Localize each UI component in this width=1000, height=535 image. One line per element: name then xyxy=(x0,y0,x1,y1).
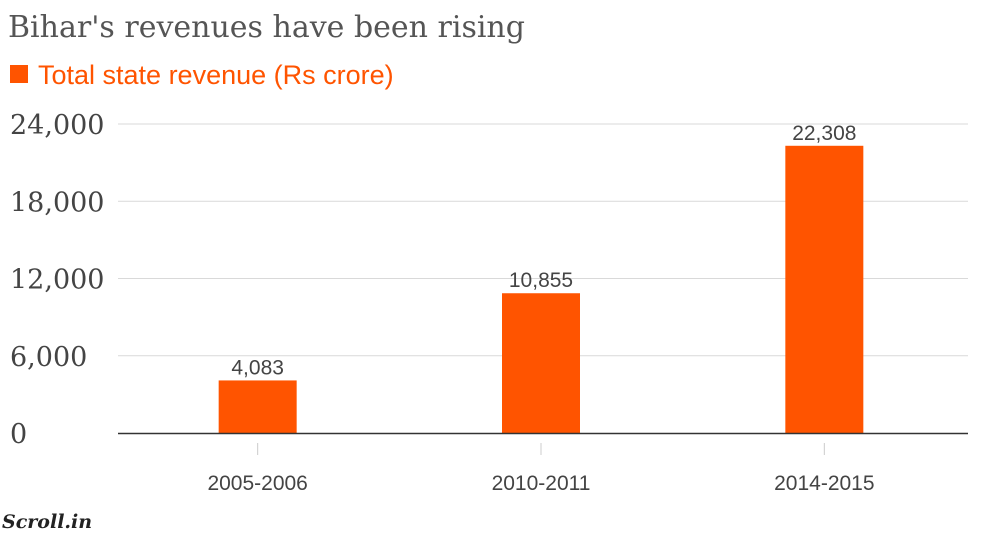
data-label: 10,855 xyxy=(509,269,573,292)
bars xyxy=(218,145,864,434)
data-label: 4,083 xyxy=(231,356,284,379)
y-tick-label: 6,000 xyxy=(10,342,87,373)
x-tick-label: 2010-2011 xyxy=(492,472,591,495)
y-tick-label: 12,000 xyxy=(10,265,104,296)
x-axis-ticks: 2005-2006 2010-2011 2014-2015 xyxy=(207,443,875,495)
y-tick-label: 0 xyxy=(10,419,27,450)
x-tick-label: 2005-2006 xyxy=(207,472,307,495)
scroll-logo: Scroll.in xyxy=(2,511,92,533)
data-label: 22,308 xyxy=(792,122,856,145)
bar xyxy=(218,380,297,433)
y-tick-label: 24,000 xyxy=(10,110,104,141)
legend-label: Total state revenue (Rs crore) xyxy=(38,60,394,90)
y-axis-ticks: 0 6,000 12,000 18,000 24,000 xyxy=(10,110,104,450)
y-tick-label: 18,000 xyxy=(10,187,104,218)
data-labels: 4,083 10,855 22,308 xyxy=(231,122,856,380)
x-tick-label: 2014-2015 xyxy=(774,472,874,495)
chart-title: Bihar's revenues have been rising xyxy=(8,10,525,45)
legend-swatch xyxy=(10,65,28,83)
bar xyxy=(502,293,580,433)
bar xyxy=(785,145,864,434)
